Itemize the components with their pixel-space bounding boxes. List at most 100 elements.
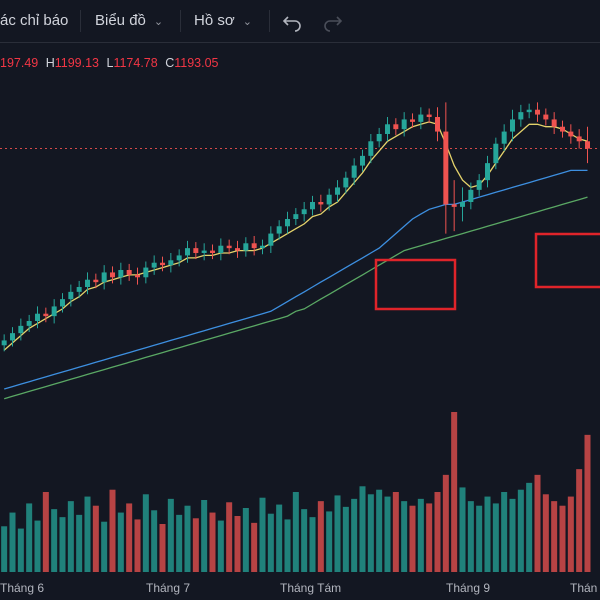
volume-bar (459, 487, 466, 572)
volume-bar (551, 501, 558, 572)
low-key: L (106, 56, 114, 70)
candle-body (435, 117, 440, 132)
candle-body (560, 126, 565, 132)
undo-icon[interactable] (281, 10, 305, 32)
volume-bar (476, 505, 483, 572)
price-chart[interactable] (0, 43, 600, 572)
volume-bar (167, 498, 174, 572)
volume-bar (301, 509, 308, 572)
candle-body (501, 131, 507, 144)
volume-bar (309, 517, 316, 572)
volume-bar (101, 521, 108, 572)
volume-bar (317, 501, 324, 572)
candle-body (243, 243, 249, 251)
candle-body (110, 272, 115, 278)
candle-body (351, 165, 357, 178)
volume-bar (367, 494, 374, 572)
volume-bar (42, 492, 49, 572)
volume-bar (484, 496, 491, 572)
candle-body (418, 114, 424, 122)
ma-slow-line (4, 196, 588, 400)
volume-bar (67, 501, 74, 572)
volume-bar (342, 506, 349, 572)
candle-body (285, 219, 290, 227)
volume-bar (401, 501, 408, 572)
candle-body (1, 340, 7, 346)
volume-bar (542, 494, 549, 572)
volume-bar (1, 526, 8, 572)
candle-body (443, 131, 449, 205)
candle-body (68, 291, 74, 300)
candle-body (368, 141, 374, 156)
volume-bar (576, 469, 583, 572)
candle-body (526, 109, 532, 113)
candle-body (168, 260, 174, 266)
moving-averages (3, 121, 588, 400)
volume-bar (584, 434, 591, 572)
volume-bars (1, 412, 591, 572)
volume-bar (351, 498, 358, 572)
open-value: 197.49 (0, 56, 39, 70)
candle-body (518, 112, 524, 120)
volume-bar (209, 512, 216, 572)
volume-bar (142, 494, 149, 572)
volume-bar (384, 496, 391, 572)
chart-type-menu[interactable]: Biểu đồ ⌄ (95, 0, 163, 42)
volume-bar (151, 510, 158, 572)
volume-bar (501, 492, 508, 572)
volume-bar (109, 489, 116, 572)
volume-bar (409, 505, 416, 572)
candle-body (493, 143, 499, 164)
volume-bar (234, 516, 241, 572)
profile-label: Hồ sơ (194, 12, 235, 29)
candle-body (93, 279, 99, 283)
candle-body (543, 114, 549, 120)
profile-menu[interactable]: Hồ sơ ⌄ (194, 0, 252, 42)
volume-bar (134, 519, 141, 572)
candle-body (410, 119, 415, 122)
volume-bar (51, 509, 58, 572)
candle-body (218, 245, 224, 253)
volume-bar (176, 514, 183, 572)
candle-body (26, 321, 32, 326)
candle-body (35, 313, 40, 321)
volume-bar (159, 524, 166, 572)
time-axis[interactable]: Tháng 6 Tháng 7 Tháng Tám Tháng 9 Thán (0, 572, 600, 600)
low-value: 1174.78 (113, 56, 158, 70)
candle-body (576, 136, 582, 142)
chevron-down-icon: ⌄ (242, 16, 252, 28)
candle-body (326, 194, 332, 205)
volume-bar (467, 501, 474, 572)
volume-bar (192, 518, 199, 572)
candle-body (60, 299, 65, 307)
indicators-menu[interactable]: ác chỉ báo (0, 0, 68, 42)
candle-body (293, 214, 299, 219)
volume-bar (567, 496, 574, 572)
candle-body (468, 189, 474, 202)
candle-body (193, 248, 199, 253)
volume-bar (267, 513, 274, 572)
candle-body (235, 248, 240, 251)
candle-body (376, 134, 382, 142)
candle-body (260, 245, 265, 249)
volume-bar (526, 482, 533, 572)
candle-body (185, 248, 190, 256)
volume-bar (509, 498, 516, 572)
candle-body (510, 119, 515, 132)
volume-bar (184, 505, 191, 572)
candle-body (585, 141, 590, 149)
candle-body (251, 243, 257, 249)
redo-icon[interactable] (320, 10, 344, 32)
candle-body (43, 313, 49, 317)
candle-body (85, 279, 90, 287)
candle-body (151, 262, 157, 268)
candle-body (135, 274, 140, 278)
candle-body (10, 333, 15, 341)
volume-bar (76, 514, 83, 572)
volume-bar (117, 512, 124, 572)
candle-body (310, 202, 315, 210)
volume-bar (417, 498, 424, 572)
toolbar-divider (180, 10, 181, 32)
candle-body (268, 233, 274, 246)
candle-body (401, 119, 407, 130)
